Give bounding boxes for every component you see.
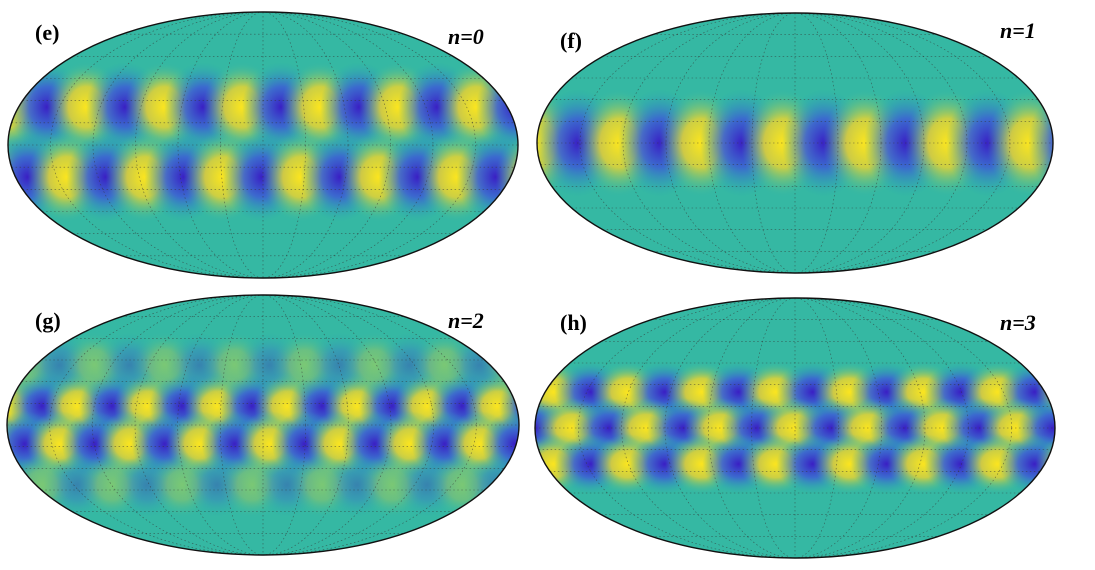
negative-anomaly	[0, 62, 8, 152]
mode-label: n=3	[1000, 310, 1036, 335]
graticule-meridian	[708, 12, 882, 274]
graticule-meridian	[622, 12, 968, 274]
wave-field	[0, 332, 519, 518]
positive-anomaly	[1054, 398, 1055, 458]
negative-anomaly	[1091, 398, 1095, 458]
mode-label: n=1	[1000, 18, 1036, 43]
positive-anomaly	[481, 332, 519, 398]
negative-anomaly	[998, 434, 1055, 494]
panel-label: (f)	[560, 28, 582, 53]
panel-label: (g)	[35, 308, 61, 333]
map-outline	[534, 297, 1056, 559]
map-outline	[6, 294, 520, 556]
graticule-meridian	[708, 297, 882, 559]
negative-anomaly	[1073, 362, 1095, 422]
map-panel	[0, 294, 520, 556]
panel-label: (e)	[35, 20, 59, 45]
map-outline	[536, 12, 1054, 274]
map-panel	[536, 12, 1095, 274]
negative-anomaly	[0, 373, 5, 439]
graticule-meridian	[665, 12, 925, 274]
graticule-meridian	[621, 297, 969, 559]
negative-anomaly	[1073, 434, 1095, 494]
graticule-meridian	[134, 294, 392, 556]
mode-label: n=0	[448, 24, 484, 49]
panel-label: (h)	[560, 310, 587, 335]
positive-anomaly	[0, 452, 5, 518]
negative-anomaly	[464, 452, 519, 518]
mode-label: n=2	[448, 308, 484, 333]
positive-anomaly	[1069, 89, 1095, 197]
map-outline	[7, 11, 519, 279]
map-panel	[534, 297, 1095, 559]
